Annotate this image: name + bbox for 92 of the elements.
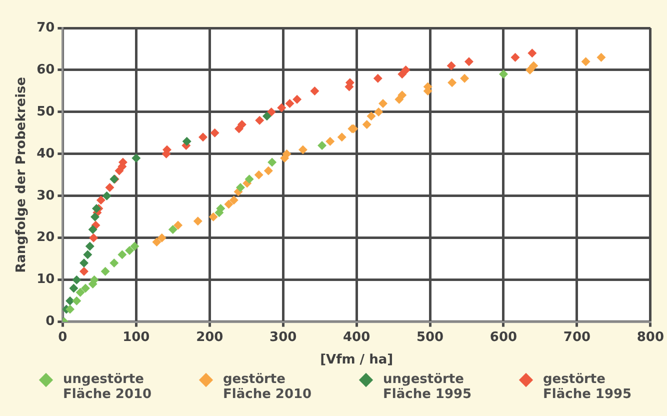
point [102, 191, 112, 200]
point [326, 136, 335, 146]
point [89, 233, 98, 242]
point [255, 116, 264, 125]
point [79, 258, 88, 268]
point [460, 74, 470, 83]
point [510, 52, 520, 62]
x-tick-label: 500 [416, 330, 444, 345]
point [374, 107, 384, 116]
x-tick-label: 200 [196, 330, 224, 345]
y-tick-label: 60 [36, 62, 55, 78]
point [366, 112, 376, 121]
point [282, 149, 292, 158]
y-tick-label: 30 [36, 188, 55, 204]
point [292, 94, 302, 104]
point [448, 78, 457, 88]
point [244, 174, 254, 184]
point [90, 212, 100, 222]
point [157, 233, 166, 242]
point [80, 284, 90, 293]
point [69, 284, 78, 293]
point [310, 86, 320, 96]
point [337, 132, 346, 142]
x-tick-label: 800 [636, 330, 664, 345]
point [182, 136, 192, 146]
legend-label: ungestörte Fläche 2010 [63, 372, 153, 402]
point [277, 103, 286, 112]
x-axis-title: [Vfm / ha] [320, 352, 394, 368]
point [236, 182, 245, 192]
point [298, 145, 308, 154]
point [76, 288, 85, 297]
legend-label: ungestörte Fläche 1995 [383, 372, 473, 402]
point [118, 250, 127, 260]
point [254, 170, 264, 180]
x-tick-label: 0 [58, 330, 68, 345]
point [378, 99, 388, 108]
point [529, 61, 538, 70]
point [596, 52, 606, 62]
point [229, 196, 238, 205]
point [110, 258, 119, 268]
point [100, 266, 110, 276]
y-tick-label: 70 [36, 20, 55, 36]
point [464, 57, 474, 66]
point [168, 224, 178, 234]
point [88, 224, 98, 234]
x-tick-label: 600 [490, 330, 518, 345]
x-tick-label: 300 [270, 330, 297, 345]
point [264, 166, 273, 176]
point [401, 65, 410, 74]
point [318, 141, 327, 150]
point [224, 200, 234, 209]
point [83, 250, 92, 260]
point [96, 196, 106, 205]
point [79, 266, 88, 276]
point [85, 242, 94, 251]
y-tick-label: 40 [36, 146, 55, 162]
legend-label: gestörte Fläche 1995 [543, 372, 633, 402]
point [266, 107, 276, 116]
x-tick-label: 100 [122, 330, 150, 345]
point [210, 128, 220, 138]
point [268, 158, 277, 167]
point [581, 57, 590, 66]
x-tick-label: 700 [563, 330, 591, 345]
point [198, 132, 208, 142]
point [152, 238, 162, 247]
point [174, 220, 183, 230]
point [125, 246, 134, 255]
point [105, 182, 114, 192]
point [72, 275, 82, 284]
point [528, 48, 537, 58]
point [498, 70, 508, 79]
point [66, 304, 75, 314]
point [193, 216, 202, 226]
point [285, 99, 294, 108]
y-tick-label: 10 [36, 272, 55, 288]
y-tick-label: 50 [36, 104, 55, 120]
point [208, 212, 218, 222]
y-tick-label: 0 [46, 314, 55, 330]
point [130, 242, 140, 251]
point [398, 90, 407, 100]
point [132, 154, 141, 163]
point [362, 120, 372, 130]
point [373, 74, 382, 83]
point [72, 296, 82, 306]
x-tick-label: 400 [342, 330, 370, 345]
point [446, 61, 456, 70]
point [92, 204, 101, 213]
legend-label: gestörte Fläche 2010 [223, 372, 313, 402]
y-tick-label: 20 [36, 230, 55, 246]
point [237, 120, 246, 130]
y-axis-title: Rangfolge der Probekreise [14, 76, 30, 273]
point [262, 112, 272, 121]
